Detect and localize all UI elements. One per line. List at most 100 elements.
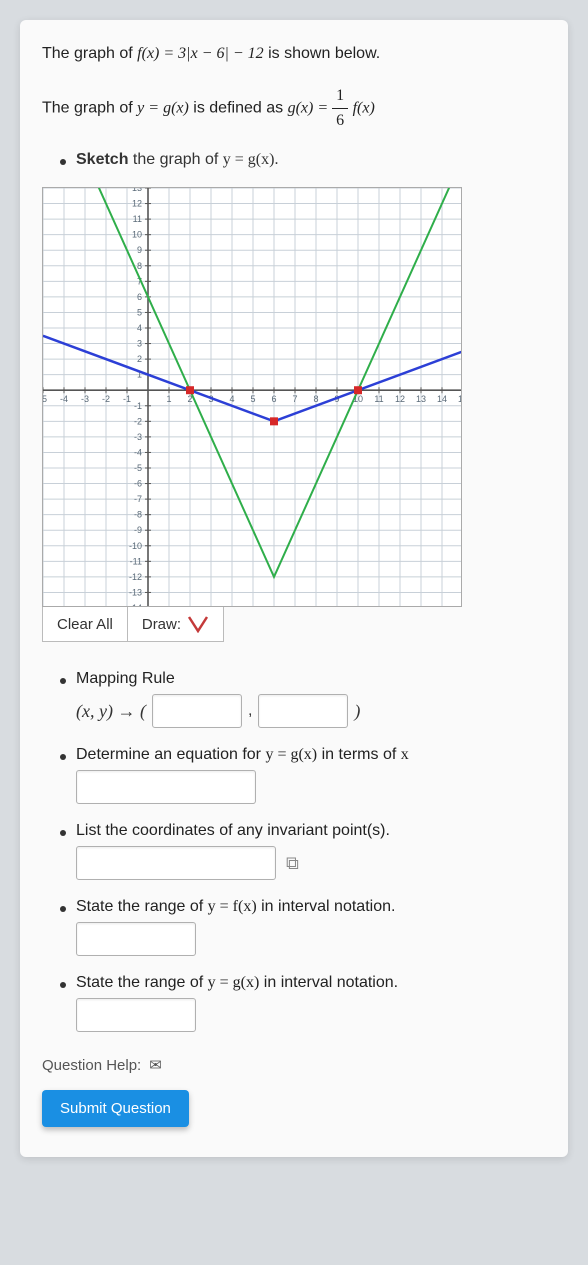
chart-container: -5-4-3-2-1123456789101112131415-14-13-12… (42, 187, 546, 642)
svg-text:4: 4 (229, 394, 234, 404)
prompt-line-1: The graph of f(x) = 3|x − 6| − 12 is sho… (42, 42, 546, 66)
copy-icon[interactable]: ⧉ (286, 853, 299, 874)
text: in interval notation. (261, 898, 395, 915)
text: in terms of (322, 746, 401, 763)
math: x (401, 746, 409, 763)
svg-text:-2: -2 (134, 416, 142, 426)
text: The graph of (42, 45, 137, 62)
math: y = g(x) (208, 974, 260, 991)
text: in interval notation. (264, 974, 398, 991)
math-gx-eq: g(x) = (288, 100, 333, 117)
button-label: Submit Question (60, 1100, 171, 1117)
svg-text:-5: -5 (42, 394, 47, 404)
svg-text:7: 7 (292, 394, 297, 404)
svg-text:1: 1 (166, 394, 171, 404)
text: State the range of (76, 974, 208, 991)
graph-toolbar: Clear All Draw: (42, 607, 546, 642)
label-invariant: List the coordinates of any invariant po… (76, 822, 546, 840)
svg-text:-11: -11 (130, 556, 142, 566)
svg-text:-10: -10 (129, 541, 142, 551)
svg-text:12: 12 (132, 199, 142, 209)
clear-all-button[interactable]: Clear All (42, 607, 128, 642)
label-range-g: State the range of y = g(x) in interval … (76, 974, 546, 992)
text: , (248, 702, 252, 720)
label-range-f: State the range of y = f(x) in interval … (76, 898, 546, 916)
q-range-g: State the range of y = g(x) in interval … (60, 974, 546, 1032)
bullet-dot-icon (60, 982, 66, 988)
mapping-x-input[interactable] (152, 694, 242, 728)
math-y-gx: y = g(x). (223, 151, 279, 168)
q-mapping-rule: Mapping Rule (x, y) → ( , ) (60, 670, 546, 728)
bullet-dot-icon (60, 754, 66, 760)
svg-text:5: 5 (250, 394, 255, 404)
frac-num: 1 (332, 84, 348, 109)
label-mapping: Mapping Rule (76, 670, 546, 688)
svg-text:5: 5 (137, 307, 142, 317)
svg-text:11: 11 (133, 214, 142, 224)
svg-text:6: 6 (137, 292, 142, 302)
svg-text:-6: -6 (134, 479, 142, 489)
math: y = g(x) (265, 746, 317, 763)
text: is shown below. (268, 45, 380, 62)
question-list: Mapping Rule (x, y) → ( , ) Determine an… (42, 670, 546, 1032)
button-label: Clear All (57, 616, 113, 633)
svg-text:-3: -3 (81, 394, 89, 404)
svg-text:-12: -12 (129, 572, 142, 582)
button-label: Draw: (142, 616, 181, 633)
equation-input[interactable] (76, 770, 256, 804)
svg-text:10: 10 (132, 230, 142, 240)
submit-question-button[interactable]: Submit Question (42, 1090, 189, 1127)
range-g-input[interactable] (76, 998, 196, 1032)
question-card: The graph of f(x) = 3|x − 6| − 12 is sho… (20, 20, 568, 1157)
svg-text:-1: -1 (134, 401, 142, 411)
svg-text:15: 15 (458, 394, 462, 404)
math-y-gx: y = g(x) (137, 100, 189, 117)
svg-text:-4: -4 (60, 394, 68, 404)
help-label: Question Help: (42, 1057, 141, 1074)
text: ) (354, 701, 360, 722)
text: (x, y) → ( (76, 701, 146, 722)
message-icon[interactable]: ✉ (149, 1056, 162, 1074)
text: Determine an equation for (76, 746, 265, 763)
svg-text:3: 3 (137, 339, 142, 349)
bullet-dot-icon (60, 906, 66, 912)
svg-text:13: 13 (132, 187, 142, 193)
text: State the range of (76, 898, 208, 915)
q-range-f: State the range of y = f(x) in interval … (60, 898, 546, 956)
text: is defined as (193, 100, 287, 117)
graph-canvas[interactable]: -5-4-3-2-1123456789101112131415-14-13-12… (42, 187, 462, 607)
math-f-def: f(x) = 3|x − 6| − 12 (137, 45, 264, 62)
svg-text:14: 14 (437, 394, 447, 404)
svg-text:-3: -3 (134, 432, 142, 442)
svg-text:-1: -1 (123, 394, 131, 404)
draw-tool-button[interactable]: Draw: (128, 607, 224, 642)
mapping-y-input[interactable] (258, 694, 348, 728)
svg-text:8: 8 (313, 394, 318, 404)
math: y = f(x) (208, 898, 257, 915)
bullet-sketch: Sketch the graph of y = g(x). (60, 151, 546, 169)
svg-text:-7: -7 (134, 494, 142, 504)
svg-text:-4: -4 (134, 447, 142, 457)
prompt-line-2: The graph of y = g(x) is defined as g(x)… (42, 84, 546, 133)
svg-text:-5: -5 (134, 463, 142, 473)
bullet-dot-icon (60, 830, 66, 836)
svg-text:-13: -13 (129, 587, 142, 597)
svg-text:4: 4 (137, 323, 142, 333)
text: The graph of (42, 100, 137, 117)
q-determine-equation: Determine an equation for y = g(x) in te… (60, 746, 546, 804)
svg-text:11: 11 (374, 394, 383, 404)
svg-text:12: 12 (395, 394, 405, 404)
bullet-dot-icon (60, 159, 66, 165)
svg-text:-8: -8 (134, 510, 142, 520)
fraction-1-6: 1 6 (332, 84, 348, 133)
invariant-input[interactable] (76, 846, 276, 880)
label-det-eq: Determine an equation for y = g(x) in te… (76, 746, 546, 764)
svg-text:2: 2 (137, 354, 142, 364)
svg-text:9: 9 (137, 245, 142, 255)
range-f-input[interactable] (76, 922, 196, 956)
bullet-text: Sketch the graph of y = g(x). (76, 151, 278, 169)
absolute-value-icon (187, 615, 209, 633)
svg-text:13: 13 (416, 394, 426, 404)
question-help-row: Question Help: ✉ (42, 1056, 546, 1074)
bullet-dot-icon (60, 678, 66, 684)
